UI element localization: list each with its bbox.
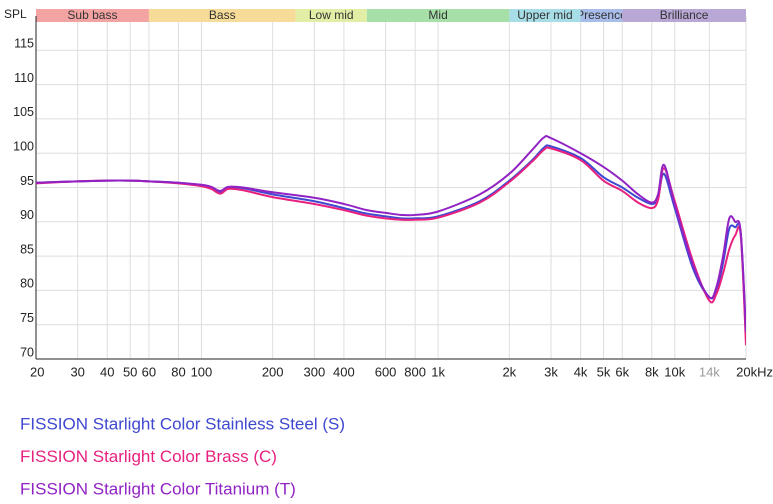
x-tick-label: 5k [597,364,611,379]
response-line [36,144,746,339]
band-label: Sub bass [67,8,117,22]
y-tick-label: 70 [20,345,34,359]
band-label: Bass [209,8,236,22]
band [36,9,149,22]
y-tick-label: 85 [20,242,34,256]
x-tick-label: 1k [431,364,445,379]
band-label: Mid [428,8,447,22]
legend-entry: FISSION Starlight Color Brass (C) [20,447,277,466]
x-tick-label: 8k [645,364,659,379]
band [580,9,623,22]
band-label: Brilliance [660,8,709,22]
legend-entry: FISSION Starlight Color Titanium (T) [20,479,296,498]
x-tick-label: 30 [70,364,84,379]
x-tick-label: 300 [303,364,325,379]
band [622,9,746,22]
x-tick-label: 20 [30,364,44,379]
x-tick-label: 100 [191,364,213,379]
x-tick-label: 400 [333,364,355,379]
x-tick-label: 80 [171,364,185,379]
x-tick-label: 200 [262,364,284,379]
x-tick-label: 60 [142,364,156,379]
y-tick-label: 90 [20,208,34,222]
y-tick-label: 115 [14,37,34,51]
y-tick-label: 100 [13,139,34,153]
plot-lines [36,135,746,346]
x-tick-label: 2k [502,364,516,379]
y-tick-label: 75 [20,311,34,325]
band [366,9,510,22]
band-label: Presence [576,8,627,22]
x-tick-label: 14k [699,364,720,379]
x-tick-label: 20kHz [736,364,773,379]
y-axis-label: SPL [4,7,27,21]
x-tick-label: 40 [100,364,114,379]
x-tick-label: 3k [544,364,558,379]
band [509,9,581,22]
x-tick-label: 50 [123,364,137,379]
response-line [36,135,746,332]
band-label: Upper mid [517,8,572,22]
x-tick-label: 600 [375,364,397,379]
band [148,9,296,22]
x-tick-label: 800 [404,364,426,379]
band-label: Low mid [309,8,354,22]
band [295,9,367,22]
x-tick-label: 4k [574,364,588,379]
x-tick-label: 6k [615,364,629,379]
legend-entry: FISSION Starlight Color Stainless Steel … [20,414,345,433]
x-tick-label: 10k [664,364,685,379]
y-tick-label: 80 [20,277,34,291]
y-tick-label: 110 [14,71,34,85]
y-tick-label: 95 [20,174,34,188]
response-line [36,146,746,346]
y-tick-label: 105 [13,105,34,119]
